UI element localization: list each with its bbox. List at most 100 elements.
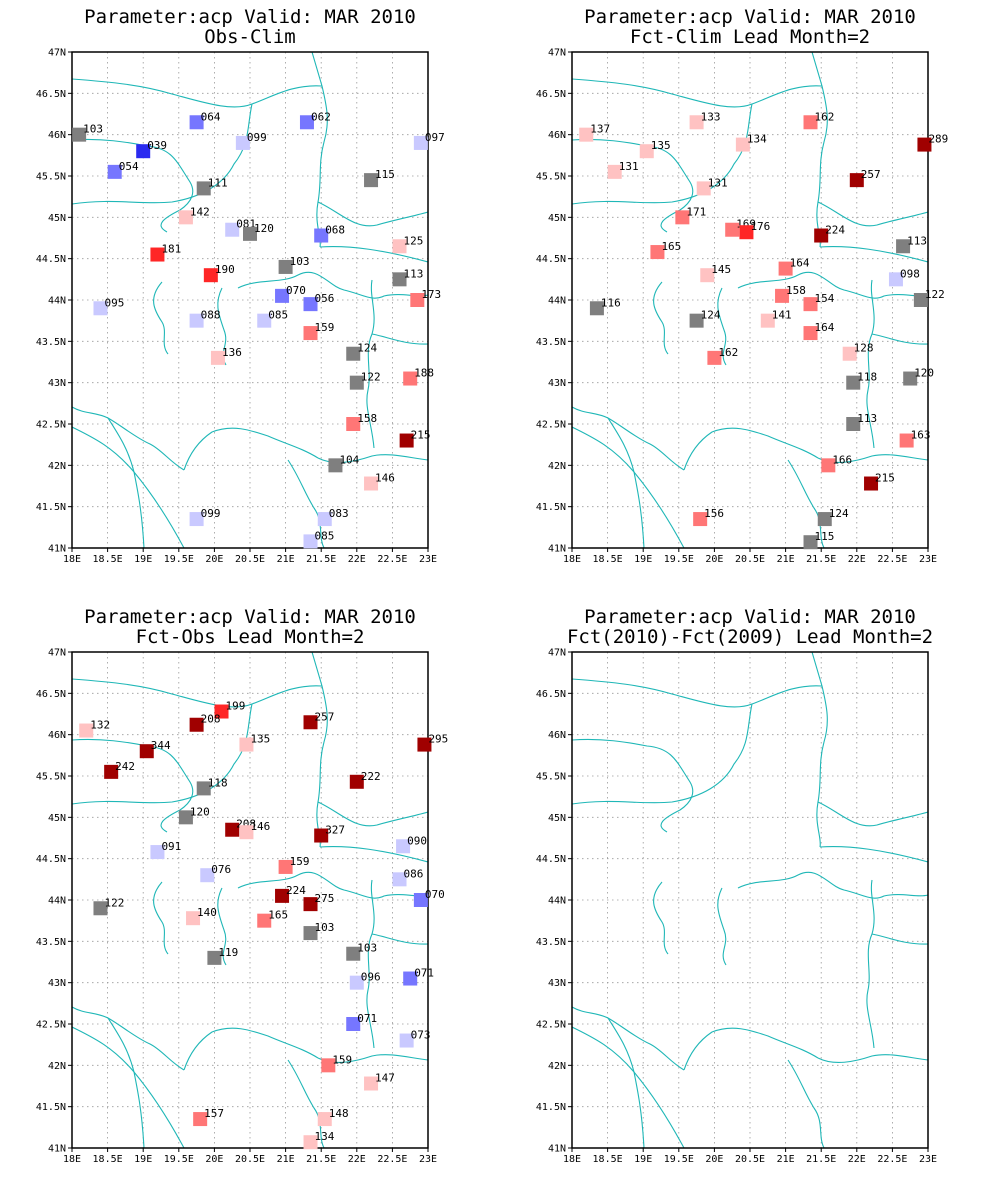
station-marker	[913, 293, 928, 307]
y-tick-label: 44N	[548, 896, 566, 907]
station-value-label: 199	[226, 700, 246, 713]
y-tick-label: 41N	[548, 544, 566, 555]
x-tick-label: 19.5E	[164, 1154, 194, 1165]
station-value-label: 159	[315, 321, 335, 334]
y-tick-label: 43.5N	[536, 937, 566, 948]
station-marker	[303, 897, 318, 912]
station-value-label: 135	[651, 139, 671, 152]
station-value-label: 120	[914, 367, 934, 380]
station-marker	[186, 911, 201, 926]
station-value-label: 159	[332, 1053, 352, 1066]
station-value-label: 124	[701, 309, 721, 322]
map-frame	[571, 651, 929, 1149]
station-value-label: 099	[201, 507, 221, 520]
station-value-label: 131	[619, 160, 639, 173]
panel-subtitle: Fct-Clim Lead Month=2	[630, 26, 870, 48]
x-tick-label: 21.5E	[806, 554, 836, 565]
station-marker	[364, 1076, 379, 1091]
station-value-label: 095	[104, 296, 124, 309]
station-value-label: 171	[686, 205, 706, 218]
station-marker	[314, 228, 329, 243]
y-tick-label: 42N	[548, 1061, 566, 1072]
station-value-label: 156	[704, 507, 724, 520]
y-tick-label: 42N	[548, 461, 566, 472]
y-tick-label: 43.5N	[36, 937, 66, 948]
station-marker	[396, 839, 411, 854]
station-marker	[803, 535, 818, 550]
station-marker	[303, 715, 318, 730]
station-marker	[303, 297, 318, 312]
y-tick-label: 45.5N	[536, 772, 566, 783]
station-value-label: 165	[268, 909, 288, 922]
station-value-label: 073	[411, 1029, 431, 1042]
station-value-label: 116	[601, 296, 621, 309]
station-value-label: 215	[875, 472, 895, 485]
y-tick-label: 47N	[548, 648, 566, 659]
x-tick-label: 20E	[205, 1154, 223, 1165]
station-value-label: 076	[211, 863, 231, 876]
station-marker	[849, 173, 864, 188]
x-tick-label: 22E	[348, 554, 366, 565]
station-marker	[243, 226, 257, 241]
y-tick-label: 44.5N	[536, 854, 566, 865]
x-tick-label: 23E	[919, 1154, 937, 1165]
station-marker	[203, 268, 218, 283]
station-marker	[842, 346, 857, 361]
x-tick-label: 22.5E	[377, 1154, 407, 1165]
coastline-rivers	[572, 652, 928, 1148]
station-marker	[700, 268, 715, 283]
y-tick-label: 43N	[48, 978, 66, 989]
x-tick-label: 22E	[848, 554, 866, 565]
y-tick-label: 46N	[48, 730, 66, 741]
y-tick-label: 47N	[548, 48, 566, 59]
station-marker	[399, 1033, 414, 1048]
station-marker	[207, 950, 222, 965]
station-value-label: 146	[250, 820, 270, 833]
x-tick-label: 20.5E	[235, 1154, 265, 1165]
station-value-label: 113	[404, 267, 424, 280]
station-marker	[364, 173, 379, 188]
station-value-label: 070	[286, 284, 306, 297]
station-marker	[403, 371, 418, 386]
station-marker	[278, 859, 293, 874]
station-marker	[803, 326, 818, 341]
station-value-label: 141	[772, 309, 792, 322]
station-value-label: 070	[425, 888, 445, 901]
station-marker	[589, 301, 604, 316]
station-marker	[257, 313, 272, 328]
station-marker	[178, 210, 193, 225]
station-marker	[275, 888, 290, 903]
station-marker	[778, 261, 793, 276]
station-value-label: 327	[325, 824, 345, 837]
station-marker	[739, 225, 754, 240]
station-marker	[689, 313, 704, 328]
station-value-label: 103	[83, 123, 103, 136]
y-tick-label: 42.5N	[536, 1020, 566, 1031]
station-value-label: 289	[928, 133, 948, 146]
station-marker	[846, 417, 861, 431]
station-marker	[314, 828, 329, 843]
station-value-label: 113	[907, 234, 927, 247]
x-tick-label: 18E	[563, 554, 581, 565]
station-marker	[193, 1112, 208, 1127]
station-marker	[150, 247, 165, 262]
x-tick-label: 18E	[63, 1154, 81, 1165]
station-value-label: 071	[357, 1012, 377, 1025]
station-value-label: 166	[832, 453, 852, 466]
station-marker	[413, 893, 428, 907]
y-tick-label: 45N	[48, 213, 66, 224]
station-value-label: 134	[315, 1130, 335, 1143]
station-value-label: 118	[208, 776, 228, 789]
station-marker	[139, 744, 154, 759]
station-value-label: 097	[425, 131, 445, 144]
station-value-label: 162	[815, 110, 835, 123]
station-marker	[239, 737, 254, 752]
station-value-label: 091	[161, 840, 181, 853]
y-tick-label: 42N	[48, 1061, 66, 1072]
x-tick-label: 18E	[563, 1154, 581, 1165]
station-marker	[196, 781, 211, 796]
station-value-label: 085	[268, 309, 288, 322]
station-value-label: 115	[815, 530, 835, 543]
